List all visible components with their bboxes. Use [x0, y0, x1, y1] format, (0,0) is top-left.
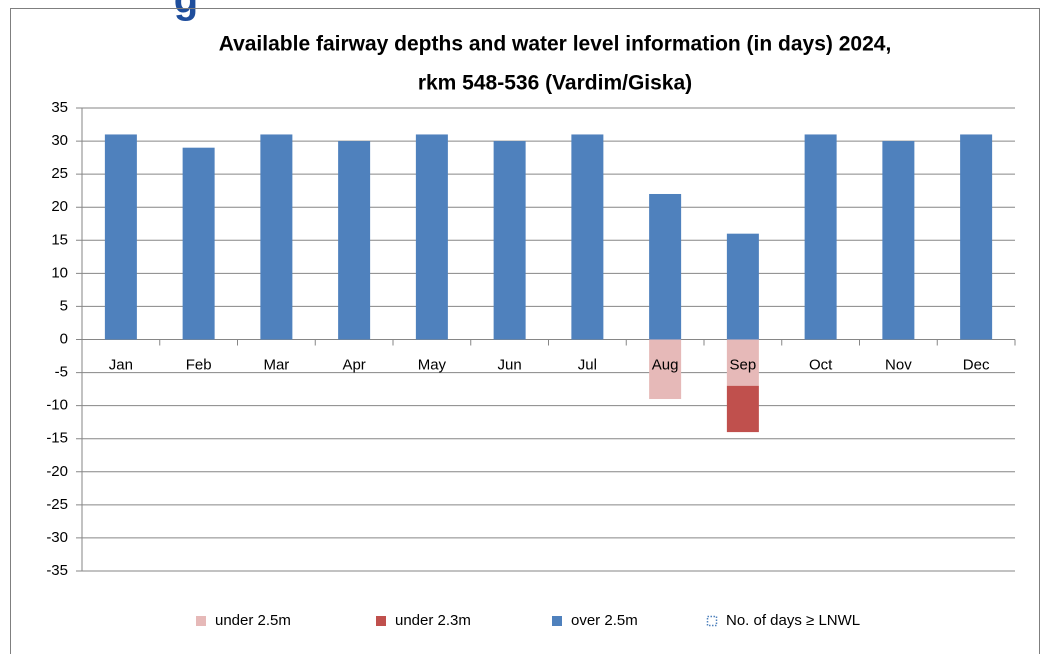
y-tick-label: -20 [46, 463, 68, 480]
bar [649, 193, 682, 340]
bar [882, 141, 915, 340]
bar [571, 134, 604, 340]
y-tick-label: 20 [51, 198, 68, 215]
bar [104, 134, 137, 340]
bar [804, 134, 837, 340]
y-tick-label: -25 [46, 496, 68, 513]
y-tick-label: -5 [55, 364, 68, 381]
bar [960, 134, 993, 340]
x-tick-label: Feb [186, 356, 212, 373]
legend-label: under 2.3m [395, 612, 471, 629]
y-tick-label: 25 [51, 165, 68, 182]
y-tick-label: -35 [46, 562, 68, 579]
bar [726, 339, 759, 386]
legend-label: No. of days ≥ LNWL [726, 612, 860, 629]
bar [260, 134, 293, 340]
bar [726, 385, 759, 433]
bar [493, 141, 526, 340]
y-tick-label: -10 [46, 397, 68, 414]
chart-title: rkm 548-536 (Vardim/Giska) [418, 72, 692, 95]
y-tick-label: 35 [51, 99, 68, 116]
y-tick-label: 10 [51, 264, 68, 281]
x-tick-label: Jun [498, 356, 522, 373]
legend-label: under 2.5m [215, 612, 291, 629]
bar [649, 339, 682, 400]
y-tick-label: -30 [46, 529, 68, 546]
bar [338, 141, 371, 340]
chart-border [10, 8, 1040, 654]
page-heading: g [174, 0, 198, 22]
x-tick-label: Oct [809, 356, 833, 373]
y-tick-label: 30 [51, 132, 68, 149]
x-tick-label: Dec [963, 356, 990, 373]
x-tick-label: Aug [652, 356, 679, 373]
legend-swatch [376, 616, 386, 626]
legend-swatch [706, 615, 718, 627]
y-tick-label: 5 [60, 297, 68, 314]
legend-label: over 2.5m [571, 612, 638, 629]
chart-title: Available fairway depths and water level… [219, 33, 892, 56]
y-tick-label: 15 [51, 231, 68, 248]
x-tick-label: Apr [342, 356, 365, 373]
bar [726, 233, 759, 340]
x-tick-label: Mar [263, 356, 289, 373]
bar [415, 134, 448, 340]
x-tick-label: Sep [730, 356, 757, 373]
y-tick-label: 0 [60, 330, 68, 347]
legend-swatch [552, 616, 562, 626]
x-tick-label: Nov [885, 356, 912, 373]
x-tick-label: Jan [109, 356, 133, 373]
y-tick-label: -15 [46, 430, 68, 447]
x-tick-label: Jul [578, 356, 597, 373]
bar [182, 147, 215, 340]
x-tick-label: May [418, 356, 447, 373]
legend-swatch [196, 616, 206, 626]
